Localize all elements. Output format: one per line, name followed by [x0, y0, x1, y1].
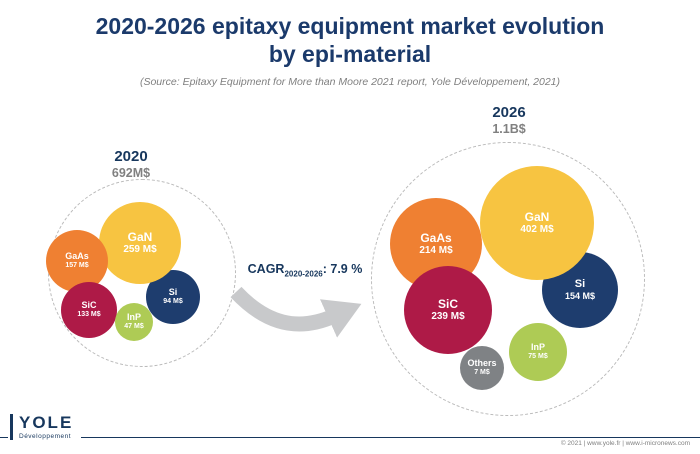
bubble-2026-sic: SiC 239 M$ [404, 266, 492, 354]
yole-logo-subtitle: Développement [19, 433, 72, 440]
bubble-material-label: Si [168, 287, 178, 298]
bubble-value-label: 402 M$ [520, 224, 554, 236]
bubble-value-label: 7 M$ [474, 369, 490, 377]
cluster-2026-label: 2026 1.1B$ [449, 104, 569, 136]
bubble-2026-others: Others 7 M$ [460, 346, 504, 390]
bubble-2020-gaas: GaAs 157 M$ [46, 230, 108, 292]
cluster-2026-year: 2026 [492, 104, 526, 121]
cagr-value: : 7.9 % [322, 262, 363, 276]
cagr-subscript: 2020-2026 [284, 269, 323, 279]
bubble-value-label: 133 M$ [77, 311, 101, 319]
bubble-2026-gan: GaN 402 M$ [480, 166, 594, 280]
cagr-prefix: CAGR [247, 262, 285, 276]
bubble-material-label: GaAs [420, 230, 452, 245]
cluster-2026-boundary [371, 142, 645, 416]
bubble-material-label: InP [530, 342, 545, 353]
bubble-material-label: SiC [437, 296, 458, 311]
bubble-material-label: InP [126, 312, 141, 323]
source-subtitle: (Source: Epitaxy Equipment for More than… [139, 76, 561, 88]
bubble-value-label: 259 M$ [123, 244, 157, 256]
bubble-value-label: 154 M$ [564, 291, 596, 302]
cluster-2020-total: 692M$ [111, 166, 151, 180]
yole-logo: YOLE Développement [8, 412, 82, 442]
footer-divider [0, 437, 700, 438]
bubble-material-label: Si [574, 278, 586, 290]
bubble-value-label: 214 M$ [419, 245, 453, 257]
bubble-value-label: 239 M$ [431, 311, 465, 323]
bubble-material-label: GaN [524, 209, 550, 224]
page-title: 2020-2026 epitaxy equipment market evolu… [0, 12, 700, 68]
bubble-2026-inp: InP 75 M$ [509, 323, 567, 381]
cagr-label: CAGR2020-2026: 7.9 % [230, 262, 380, 279]
bubble-material-label: GaAs [65, 251, 89, 262]
cluster-2026-total: 1.1B$ [492, 122, 526, 136]
yole-logo-bar [10, 414, 13, 440]
footer-copyright: © 2021 | www.yole.fr | www.i-micronews.c… [560, 440, 690, 447]
bubble-value-label: 94 M$ [163, 298, 183, 306]
bubble-material-label: SiC [81, 300, 97, 311]
bubble-2020-inp: InP 47 M$ [115, 303, 153, 341]
bubble-material-label: GaN [127, 229, 153, 244]
bubble-2020-gan: GaN 259 M$ [99, 202, 181, 284]
bubble-value-label: 157 M$ [65, 262, 89, 270]
bubble-value-label: 47 M$ [124, 323, 144, 331]
bubble-material-label: Others [467, 358, 497, 369]
cluster-2020-year: 2020 [114, 148, 148, 165]
yole-logo-name: YOLE [19, 413, 74, 432]
bubble-value-label: 75 M$ [528, 353, 548, 361]
page-title-line1: 2020-2026 epitaxy equipment market evolu… [95, 13, 605, 39]
bubble-2020-sic: SiC 133 M$ [61, 282, 117, 338]
page-title-line2: by epi-material [268, 41, 432, 68]
growth-arrow-icon [230, 286, 362, 338]
cluster-2020-label: 2020 692M$ [71, 148, 191, 180]
